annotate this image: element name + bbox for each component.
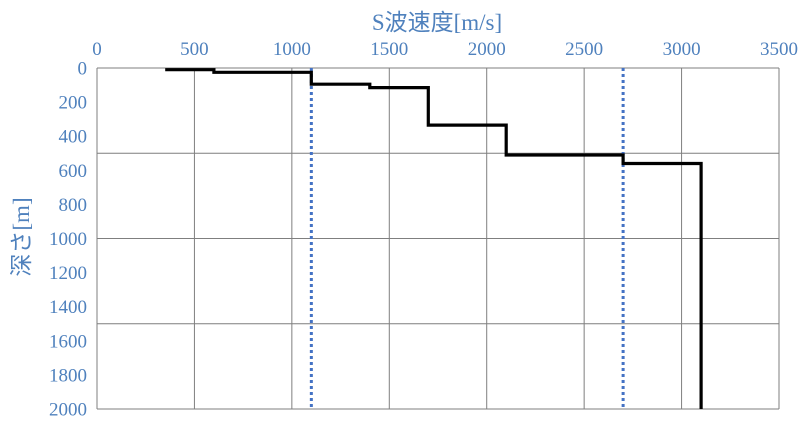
x-tick-labels: 0 500 1000 1500 2000 2500 3000 3500 (92, 39, 798, 60)
x-axis-title: S波速度[m/s] (372, 10, 502, 35)
y-tick-label: 2000 (49, 400, 87, 421)
y-tick-label: 400 (59, 127, 88, 148)
velocity-profile-line (165, 68, 703, 409)
y-tick-labels: 0 200 400 600 800 1000 1200 1400 1600 1800 2000 (49, 59, 87, 421)
y-tick-label: 800 (59, 195, 88, 216)
y-axis-title: 深さ[m] (9, 197, 34, 276)
y-tick-label: 1800 (49, 365, 87, 386)
y-tick-label: 1600 (49, 331, 87, 352)
y-tick-label: 1000 (49, 229, 87, 250)
x-tick-label: 500 (180, 39, 209, 60)
x-tick-label: 3500 (760, 39, 798, 60)
x-tick-label: 1500 (370, 39, 408, 60)
x-tick-label: 2500 (565, 39, 603, 60)
x-tick-label: 1000 (273, 39, 311, 60)
y-tick-label: 600 (59, 161, 88, 182)
x-tick-label: 2000 (468, 39, 506, 60)
gridlines (96, 67, 780, 410)
y-tick-label: 0 (78, 59, 88, 80)
x-tick-label: 0 (92, 39, 102, 60)
x-tick-label: 3000 (663, 39, 701, 60)
y-tick-label: 200 (59, 93, 88, 114)
reference-lines (309, 68, 625, 409)
y-tick-label: 1400 (49, 297, 87, 318)
y-tick-label: 1200 (49, 263, 87, 284)
